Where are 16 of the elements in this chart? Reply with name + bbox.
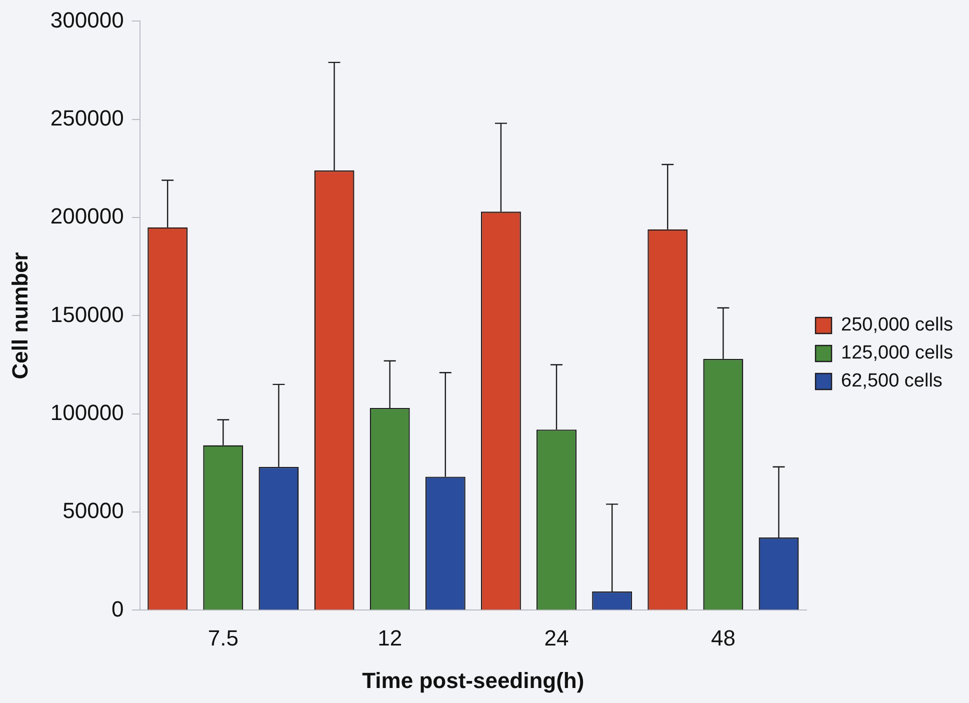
y-tick-label: 100000: [50, 400, 124, 425]
y-axis-title: Cell number: [7, 252, 32, 380]
y-tick-label: 250000: [50, 105, 124, 130]
y-tick-label: 0: [112, 596, 124, 622]
y-tick-label: 300000: [50, 7, 124, 32]
legend-label: 125,000 cells: [841, 342, 953, 364]
y-tick-label: 200000: [50, 204, 124, 229]
legend-label: 62,500 cells: [841, 370, 942, 392]
x-tick-label: 12: [378, 625, 402, 650]
y-tick-label: 50000: [62, 498, 124, 524]
x-axis-title: Time post-seeding(h): [362, 668, 584, 693]
x-tick-label: 7.5: [208, 625, 238, 650]
legend-label: 250,000 cells: [841, 314, 953, 336]
x-tick-label: 24: [544, 625, 569, 650]
x-tick-label: 48: [710, 625, 736, 650]
y-tick-label: 150000: [50, 302, 124, 327]
